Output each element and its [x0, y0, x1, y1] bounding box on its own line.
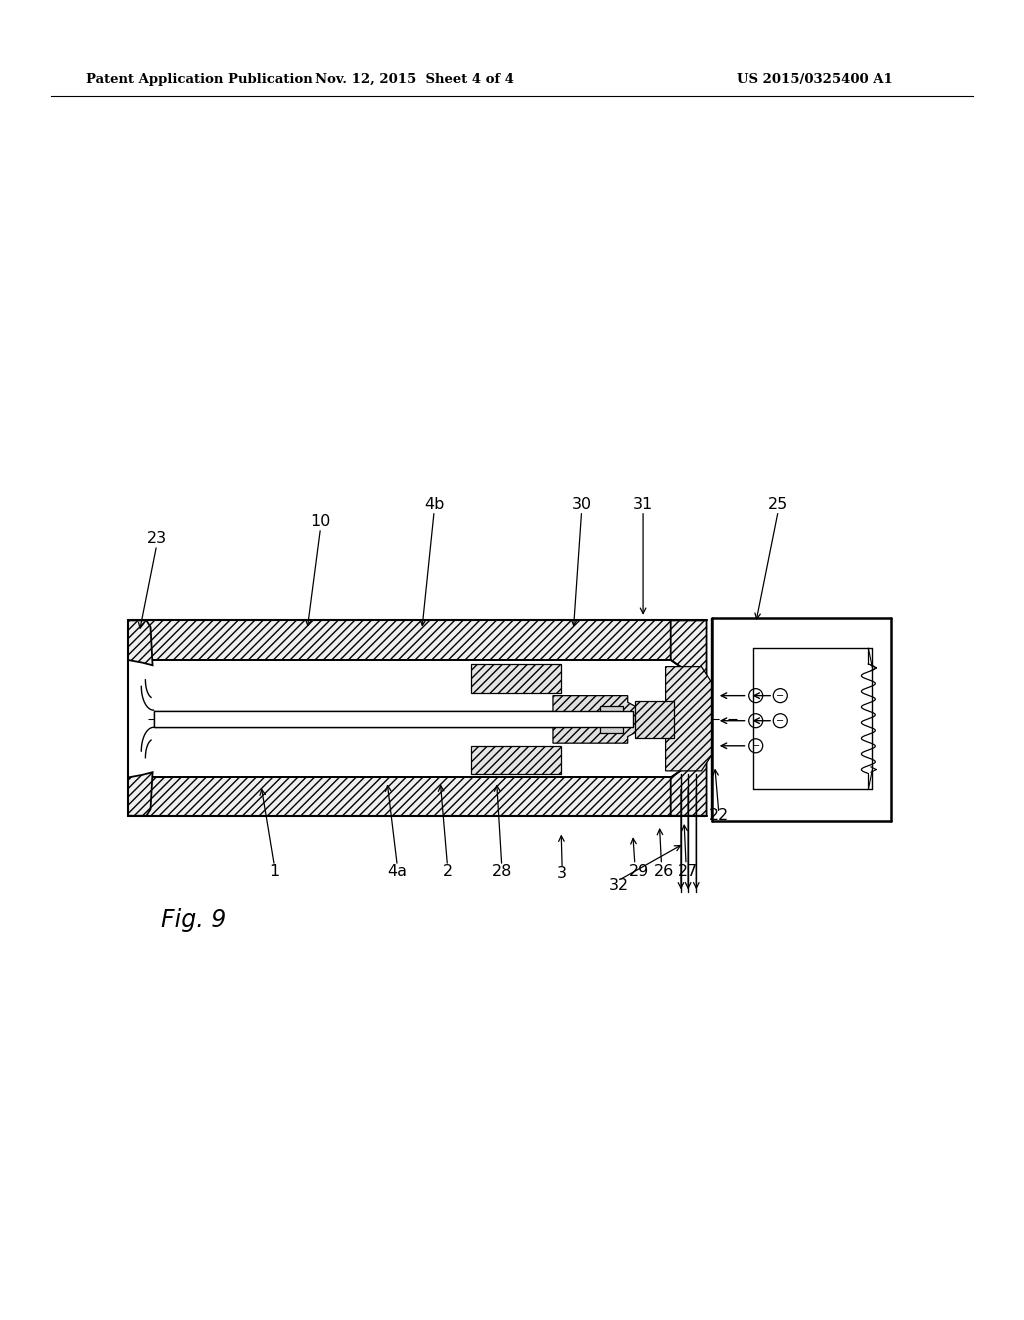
Polygon shape — [128, 772, 153, 816]
Polygon shape — [471, 746, 561, 774]
Text: 2: 2 — [442, 863, 453, 879]
Text: 4a: 4a — [387, 863, 408, 879]
Text: Fig. 9: Fig. 9 — [161, 908, 226, 932]
Polygon shape — [128, 620, 153, 665]
Text: −: − — [776, 715, 784, 726]
Text: 3: 3 — [557, 866, 567, 882]
Polygon shape — [635, 701, 674, 738]
Text: 26: 26 — [653, 863, 674, 879]
Text: Patent Application Publication: Patent Application Publication — [86, 73, 312, 86]
Text: −: − — [776, 690, 784, 701]
Text: 23: 23 — [146, 531, 167, 546]
Text: −: − — [752, 690, 760, 701]
Polygon shape — [553, 696, 640, 743]
Polygon shape — [154, 711, 633, 727]
Text: US 2015/0325400 A1: US 2015/0325400 A1 — [737, 73, 893, 86]
Text: 28: 28 — [492, 863, 512, 879]
Text: 31: 31 — [633, 496, 653, 512]
Text: 29: 29 — [629, 863, 649, 879]
Text: 1: 1 — [269, 863, 280, 879]
Text: 10: 10 — [310, 513, 331, 529]
Text: −: − — [752, 715, 760, 726]
Text: 27: 27 — [678, 863, 698, 879]
Polygon shape — [133, 620, 671, 660]
Polygon shape — [133, 777, 671, 816]
Text: 32: 32 — [608, 878, 629, 894]
Polygon shape — [671, 620, 707, 684]
Text: Nov. 12, 2015  Sheet 4 of 4: Nov. 12, 2015 Sheet 4 of 4 — [315, 73, 514, 86]
Polygon shape — [600, 706, 623, 733]
Text: 22: 22 — [709, 808, 729, 824]
Text: 25: 25 — [768, 496, 788, 512]
Polygon shape — [154, 711, 612, 727]
Polygon shape — [666, 667, 712, 771]
Polygon shape — [471, 664, 561, 693]
Polygon shape — [671, 754, 707, 816]
Text: −: − — [752, 741, 760, 751]
Text: 4b: 4b — [424, 496, 444, 512]
Text: 30: 30 — [571, 496, 592, 512]
